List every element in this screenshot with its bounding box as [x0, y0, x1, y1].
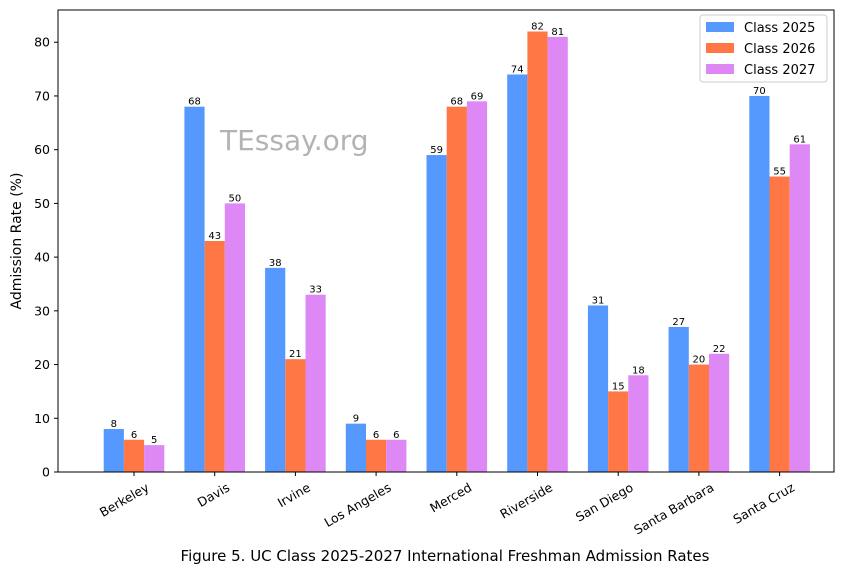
bar-value-label: 43: [208, 231, 221, 242]
bar-class-2026-santa-barbara: [688, 364, 709, 472]
y-tick-label: 0: [42, 465, 50, 480]
bar-class-2027-san-diego: [628, 375, 649, 472]
x-tick-label: Merced: [427, 480, 474, 516]
plot-frame: [57, 9, 835, 473]
bar-class-2025-davis: [184, 106, 205, 472]
bar-class-2027-santa-barbara: [709, 353, 730, 472]
bar-value-label: 6: [131, 430, 137, 441]
bars-layer: [103, 31, 810, 473]
bar-value-label: 82: [531, 21, 544, 32]
bar-class-2027-berkeley: [144, 445, 165, 472]
bar-class-2026-los-angeles: [366, 439, 387, 472]
bar-value-label: 68: [188, 97, 201, 108]
y-tick-label: 10: [34, 411, 50, 426]
figure-caption: Figure 5. UC Class 2025-2027 Internation…: [181, 547, 710, 565]
bar-value-label: 55: [773, 167, 786, 178]
y-tick-label: 60: [34, 142, 50, 157]
bar-value-label: 68: [450, 97, 463, 108]
bar-value-label: 5: [151, 435, 157, 446]
bar-class-2027-riverside: [547, 36, 568, 472]
bar-class-2025-los-angeles: [345, 423, 366, 472]
bar-value-label: 81: [551, 27, 564, 38]
x-tick-label: Irvine: [275, 479, 313, 510]
bar-value-label: 15: [612, 381, 625, 392]
x-tick-label: Los Angeles: [321, 480, 393, 530]
bar-value-label: 61: [793, 134, 806, 145]
bar-class-2026-merced: [446, 106, 467, 472]
bar-value-label: 50: [229, 193, 242, 204]
y-tick-label: 20: [34, 357, 50, 372]
legend-swatch: [706, 43, 734, 53]
bar-class-2027-irvine: [305, 294, 326, 472]
x-tick-label: Santa Barbara: [631, 480, 716, 538]
bar-value-label: 33: [309, 285, 322, 296]
bar-value-label: 27: [672, 317, 685, 328]
bar-value-label: 6: [373, 430, 379, 441]
y-tick-label: 70: [34, 88, 50, 103]
bar-value-label: 9: [353, 414, 359, 425]
x-tick-label: San Diego: [573, 480, 636, 525]
bar-value-label: 18: [632, 365, 645, 376]
bar-value-label: 69: [471, 91, 484, 102]
bar-class-2025-berkeley: [103, 429, 124, 472]
y-tick-label: 30: [34, 303, 50, 318]
x-axis: Berkeley Davis Irvine Los Angeles Merced Rive…: [97, 472, 797, 538]
bar-class-2025-santa-cruz: [749, 95, 770, 472]
legend: Class 2025 Class 2026 Class 2027: [699, 14, 828, 83]
bar-class-2025-irvine: [265, 267, 286, 472]
y-axis-title: Admission Rate (%): [9, 173, 25, 310]
legend-label: Class 2025: [744, 21, 815, 36]
bar-class-2027-los-angeles: [386, 439, 407, 472]
x-tick-label: Berkeley: [97, 479, 152, 520]
y-tick-label: 80: [34, 35, 50, 50]
bar-value-label: 31: [592, 295, 605, 306]
bar-class-2025-merced: [426, 155, 447, 472]
bar-class-2025-santa-barbara: [668, 326, 689, 472]
bar-value-label: 6: [393, 430, 399, 441]
bar-value-label: 21: [289, 349, 302, 360]
bar-value-label: 70: [753, 86, 766, 97]
watermark: TEssay.org: [219, 124, 369, 157]
bar-value-label: 8: [111, 419, 117, 430]
bar-class-2027-santa-cruz: [789, 144, 810, 473]
bar-class-2027-davis: [224, 203, 245, 472]
bar-class-2026-san-diego: [608, 391, 629, 472]
x-tick-label: Riverside: [497, 479, 555, 521]
legend-label: Class 2027: [744, 63, 815, 78]
bar-value-label: 22: [713, 344, 726, 355]
bar-class-2026-davis: [204, 241, 225, 472]
bar-value-label: 20: [693, 355, 706, 366]
bar-value-label: 59: [430, 145, 443, 156]
bar-class-2026-santa-cruz: [769, 176, 790, 472]
bar-value-label: 38: [269, 258, 282, 269]
legend-swatch: [706, 64, 734, 74]
bar-class-2025-san-diego: [587, 305, 609, 472]
y-axis: 0 10 20 30 40 50 60 70 80: [34, 35, 58, 480]
x-tick-label: Santa Cruz: [730, 479, 797, 526]
legend-swatch: [706, 22, 734, 32]
x-tick-label: Davis: [195, 480, 233, 510]
bar-class-2027-merced: [466, 101, 488, 472]
y-tick-label: 40: [34, 250, 50, 265]
bar-class-2026-berkeley: [123, 439, 145, 472]
legend-label: Class 2026: [744, 42, 815, 57]
bar-labels-layer: 8683895974312770643216688215205555033669…: [111, 21, 807, 446]
bar-class-2025-riverside: [507, 74, 528, 472]
bar-class-2026-irvine: [285, 359, 306, 472]
y-tick-label: 50: [34, 196, 50, 211]
bar-class-2026-riverside: [527, 31, 548, 472]
bar-value-label: 74: [511, 64, 524, 75]
